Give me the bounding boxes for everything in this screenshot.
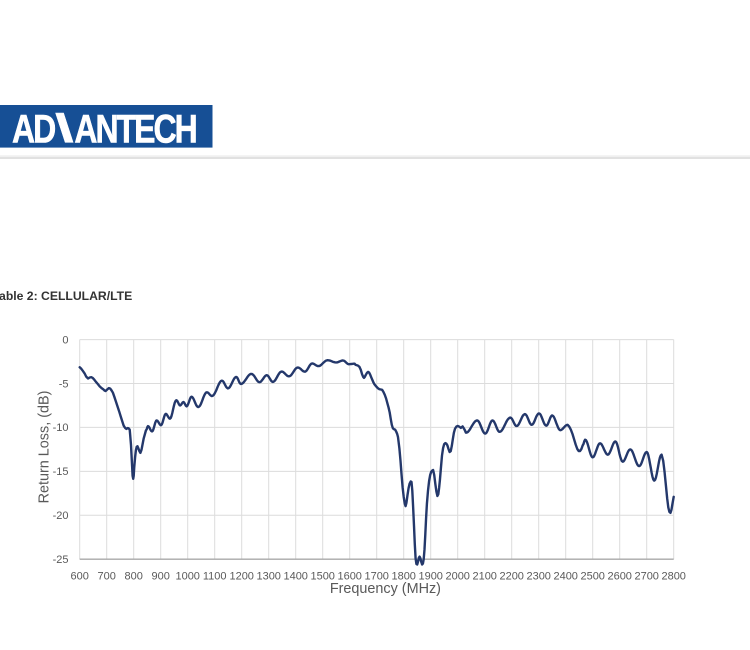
svg-text:1500: 1500 bbox=[310, 571, 334, 583]
svg-text:Frequency (MHz): Frequency (MHz) bbox=[330, 581, 441, 597]
svg-text:0: 0 bbox=[62, 334, 68, 346]
svg-text:2000: 2000 bbox=[445, 571, 469, 583]
svg-text:Table 2: CELLULAR/LTE: Table 2: CELLULAR/LTE bbox=[0, 289, 132, 303]
svg-text:2700: 2700 bbox=[634, 571, 658, 583]
svg-text:2100: 2100 bbox=[472, 571, 496, 583]
svg-text:-5: -5 bbox=[59, 378, 69, 390]
svg-text:1800: 1800 bbox=[391, 571, 415, 583]
svg-text:1900: 1900 bbox=[418, 571, 442, 583]
svg-text:-20: -20 bbox=[53, 510, 69, 522]
svg-text:1300: 1300 bbox=[256, 571, 280, 583]
svg-text:-15: -15 bbox=[53, 466, 69, 478]
svg-text:-10: -10 bbox=[53, 422, 69, 434]
svg-text:1000: 1000 bbox=[175, 571, 199, 583]
svg-text:1100: 1100 bbox=[203, 571, 227, 583]
svg-text:2300: 2300 bbox=[526, 571, 550, 583]
svg-text:1200: 1200 bbox=[229, 571, 253, 583]
svg-text:AD: AD bbox=[12, 106, 55, 151]
svg-text:-25: -25 bbox=[53, 554, 69, 566]
svg-text:700: 700 bbox=[98, 571, 116, 583]
svg-text:2500: 2500 bbox=[580, 571, 604, 583]
svg-text:2800: 2800 bbox=[661, 571, 685, 583]
svg-text:1400: 1400 bbox=[283, 571, 307, 583]
svg-text:900: 900 bbox=[152, 571, 170, 583]
svg-text:1700: 1700 bbox=[364, 571, 388, 583]
svg-text:2200: 2200 bbox=[499, 571, 523, 583]
svg-text:2400: 2400 bbox=[553, 571, 577, 583]
svg-text:800: 800 bbox=[125, 571, 143, 583]
svg-text:1600: 1600 bbox=[337, 571, 361, 583]
svg-text:ANTECH: ANTECH bbox=[74, 106, 195, 151]
svg-text:2600: 2600 bbox=[607, 571, 631, 583]
svg-text:600: 600 bbox=[71, 571, 89, 583]
svg-text:Return Loss, (dB): Return Loss, (dB) bbox=[37, 391, 53, 504]
